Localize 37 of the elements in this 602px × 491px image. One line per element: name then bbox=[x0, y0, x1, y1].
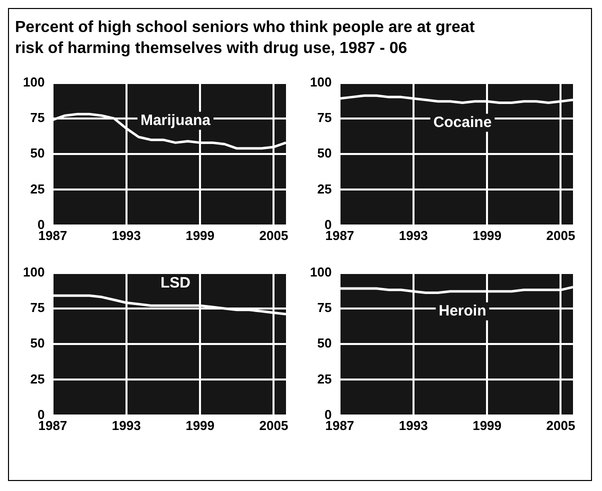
x-tick-label: 2005 bbox=[546, 418, 576, 433]
y-tick-label: 100 bbox=[310, 264, 332, 280]
x-tick-label: 1993 bbox=[112, 228, 141, 243]
y-tick-label: 75 bbox=[317, 300, 332, 316]
y-tick-label: 25 bbox=[30, 371, 45, 386]
y-tick-label: 0 bbox=[324, 216, 332, 232]
y-tick-label: 25 bbox=[317, 371, 332, 386]
x-tick-label: 2005 bbox=[259, 418, 288, 433]
x-tick-label: 1993 bbox=[398, 418, 428, 433]
y-tick-label: 0 bbox=[37, 406, 45, 422]
y-tick-label: 50 bbox=[317, 336, 332, 351]
series-label: Heroin bbox=[438, 302, 486, 320]
y-tick-label: 25 bbox=[317, 181, 332, 196]
y-tick-label: 50 bbox=[317, 146, 332, 161]
x-tick-label: 2005 bbox=[546, 228, 576, 243]
series-label: Marijuana bbox=[140, 112, 212, 129]
series-label: LSD bbox=[160, 274, 191, 292]
x-tick-label: 1999 bbox=[472, 228, 502, 243]
series-label: Cocaine bbox=[433, 114, 492, 131]
y-tick-label: 50 bbox=[30, 336, 45, 351]
x-tick-label: 1993 bbox=[398, 228, 428, 243]
x-tick-label: 1999 bbox=[186, 418, 215, 433]
y-tick-label: 75 bbox=[317, 110, 332, 126]
y-tick-label: 50 bbox=[30, 146, 45, 161]
y-tick-label: 25 bbox=[30, 181, 45, 196]
x-tick-label: 2005 bbox=[259, 228, 288, 243]
x-tick-label: 1993 bbox=[112, 418, 141, 433]
x-tick-label: 1999 bbox=[472, 418, 502, 433]
x-tick-label: 1999 bbox=[186, 228, 215, 243]
y-tick-label: 75 bbox=[30, 110, 45, 126]
y-tick-label: 100 bbox=[310, 74, 332, 90]
y-tick-label: 0 bbox=[37, 216, 45, 232]
y-tick-label: 100 bbox=[22, 264, 45, 280]
y-tick-label: 75 bbox=[30, 300, 45, 316]
chart-title: Percent of high school seniors who think people are at great risk of harming themselves with drug use, 1987 - 06 bbox=[15, 18, 476, 59]
y-tick-label: 100 bbox=[22, 74, 45, 90]
y-tick-label: 0 bbox=[324, 406, 332, 422]
